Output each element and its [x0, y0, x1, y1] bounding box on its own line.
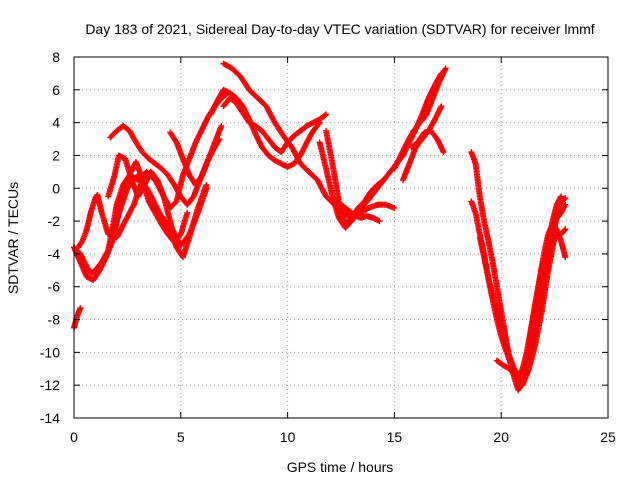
y-tick-label: -6 [48, 279, 61, 295]
y-tick-label: 6 [52, 82, 60, 98]
data-point [391, 204, 398, 211]
series-arc-6 [105, 90, 231, 211]
y-tick-label: -8 [48, 312, 61, 328]
y-tick-label: -2 [48, 213, 61, 229]
data-point [184, 209, 191, 216]
data-point [323, 111, 330, 118]
x-tick-label: 5 [177, 429, 185, 445]
data-point [380, 177, 387, 184]
y-tick-label: -10 [40, 344, 60, 360]
data-point [440, 149, 447, 156]
y-tick-label: 2 [52, 147, 60, 163]
series-arc-7 [107, 122, 223, 208]
y-tick-label: 8 [52, 49, 60, 65]
data-point [561, 227, 568, 234]
y-tick-label: 0 [52, 180, 60, 196]
data-point [562, 226, 569, 233]
data-point [77, 305, 84, 312]
data-point [561, 195, 568, 202]
x-tick-label: 10 [280, 429, 296, 445]
data-point [376, 218, 383, 225]
data-point [438, 103, 445, 110]
plot-frame [73, 56, 609, 419]
series-arc-15 [391, 65, 449, 172]
axis-ticks [73, 56, 609, 419]
data-point [442, 65, 449, 72]
y-tick-label: 4 [52, 115, 60, 131]
x-tick-labels: 0 5 10 15 20 25 [70, 429, 616, 445]
series-arc-14 [338, 201, 383, 225]
x-tick-label: 20 [493, 429, 509, 445]
data-point [562, 201, 569, 208]
y-tick-label: -14 [40, 410, 60, 426]
x-axis-label: GPS time / hours [287, 459, 394, 475]
data-point [218, 122, 225, 129]
series-arc-17 [408, 127, 447, 156]
x-tick-label: 0 [70, 429, 78, 445]
y-axis-label: SDTVAR / TECUs [5, 182, 21, 294]
x-tick-label: 15 [387, 429, 403, 445]
y-tick-label: -4 [48, 246, 61, 262]
data-point [562, 195, 569, 202]
x-tick-label: 25 [600, 429, 616, 445]
data-point [203, 181, 210, 188]
data-point [321, 112, 328, 119]
series-arc-8 [167, 122, 225, 188]
data-point [562, 254, 569, 261]
y-tick-labels: -14 -12 -10 -8 -6 -4 -2 0 2 4 6 8 [40, 49, 60, 426]
series-arc-21 [493, 226, 569, 389]
series-arc-22 [525, 201, 569, 348]
y-tick-label: -12 [40, 377, 60, 393]
chart-title: Day 183 of 2021, Sidereal Day-to-day VTE… [85, 21, 594, 37]
data-point [379, 177, 386, 184]
